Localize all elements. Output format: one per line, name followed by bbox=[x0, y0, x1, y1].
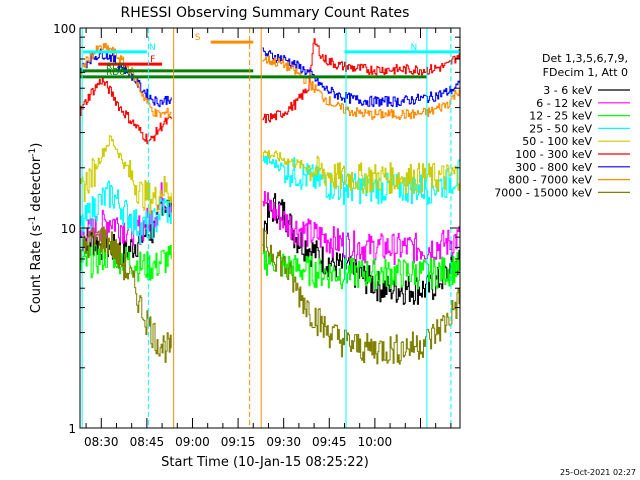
legend-header-1: Det 1,3,5,6,7,9, bbox=[542, 52, 628, 65]
series-line-50-100kev bbox=[262, 150, 461, 195]
series-line-25-50kev bbox=[262, 155, 461, 205]
legend-label: 25 - 50 keV bbox=[529, 122, 592, 135]
chart-title: RHESSI Observing Summary Count Rates bbox=[121, 5, 410, 21]
legend-label: 3 - 6 keV bbox=[543, 84, 592, 97]
x-tick-label: 09:45 bbox=[312, 435, 347, 449]
series-line-6-12kev bbox=[262, 191, 461, 265]
flag-label-n: N bbox=[410, 43, 417, 53]
series-line-100-300kev bbox=[262, 38, 461, 124]
y-label-superscript: -1 bbox=[28, 148, 38, 157]
y-tick-label: 1 bbox=[68, 422, 76, 436]
x-tick-label: 09:30 bbox=[266, 435, 301, 449]
y-label-part: ) bbox=[29, 143, 44, 148]
y-label-part: detector bbox=[29, 156, 44, 216]
x-axis-label: Start Time (10-Jan-15 08:25:22) bbox=[161, 455, 369, 470]
x-tick-label: 08:30 bbox=[84, 435, 119, 449]
series-line-25-50kev bbox=[80, 180, 172, 245]
series-line-800-7000kev bbox=[262, 55, 461, 120]
legend-label: 100 - 300 keV bbox=[515, 148, 592, 161]
footer-date: 25-Oct-2021 02:27 bbox=[560, 468, 636, 477]
legend-label: 300 - 800 keV bbox=[515, 161, 592, 174]
series-line-7000-15000kev bbox=[80, 226, 172, 363]
y-axis: 1 10 100 bbox=[53, 22, 460, 436]
legend-label: 12 - 25 keV bbox=[529, 110, 592, 123]
y-axis-label: Count Rate (s-1 detector-1) bbox=[28, 143, 44, 314]
x-tick-label: 09:00 bbox=[175, 435, 210, 449]
series-line-3-6kev bbox=[262, 193, 461, 305]
series-line-50-100kev bbox=[80, 135, 172, 214]
legend: Det 1,3,5,6,7,9, FDecim 1, Att 0 3 - 6 k… bbox=[494, 52, 630, 199]
y-tick-label: 10 bbox=[61, 222, 76, 236]
series-line-300-800kev bbox=[262, 47, 461, 108]
x-axis: 08:30 08:45 09:00 09:15 09:30 09:45 10:00 bbox=[84, 28, 452, 449]
legend-label: 7000 - 15000 keV bbox=[494, 186, 592, 199]
x-tick-label: 08:45 bbox=[130, 435, 165, 449]
x-tick-label: 10:00 bbox=[358, 435, 393, 449]
flag-label-n: N bbox=[149, 43, 156, 53]
x-tick-label: 09:15 bbox=[221, 435, 256, 449]
legend-header-2: FDecim 1, Att 0 bbox=[543, 66, 628, 79]
series-line-100-300kev bbox=[80, 77, 172, 145]
y-label-part: Count Rate (s bbox=[29, 225, 44, 314]
flag-label-rd0: RD0 bbox=[106, 62, 125, 72]
y-tick-label: 100 bbox=[53, 22, 76, 36]
flag-label-s: S bbox=[195, 33, 201, 43]
y-label-superscript: -1 bbox=[28, 216, 38, 225]
series-line-7000-15000kev bbox=[262, 228, 461, 365]
series-line-12-25kev bbox=[262, 246, 461, 290]
flag-label-rd6: RD6 bbox=[106, 68, 125, 78]
flag-label-f: F bbox=[150, 55, 155, 65]
legend-label: 800 - 7000 keV bbox=[508, 174, 592, 187]
legend-label: 6 - 12 keV bbox=[536, 97, 592, 110]
legend-label: 50 - 100 keV bbox=[522, 135, 592, 148]
